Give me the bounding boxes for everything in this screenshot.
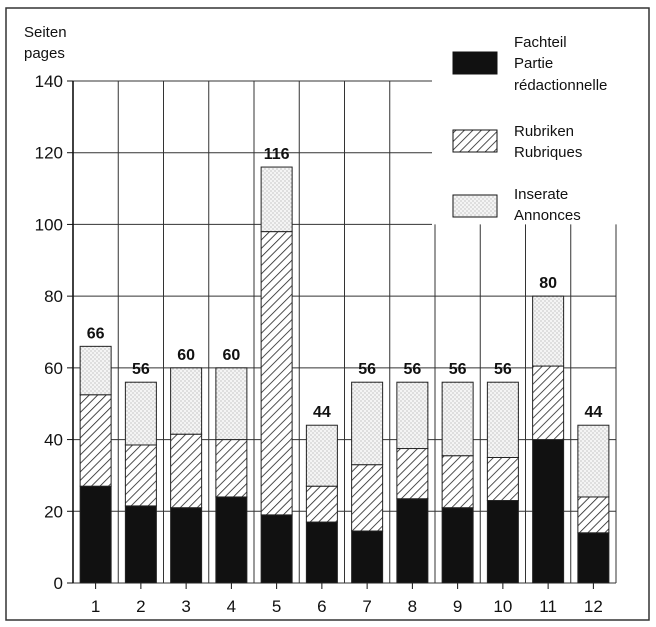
- bar-segment-inserate: [170, 367, 203, 435]
- bar-segment-inserate: [79, 345, 112, 396]
- legend-label-inserate-2: Annonces: [514, 207, 581, 224]
- bar-segment-inserate: [260, 166, 293, 233]
- x-tick-label: 9: [453, 597, 462, 616]
- bar-segment-rubriken: [124, 444, 157, 507]
- y-tick-labels: 0 20 40 60 80 100 120 140: [35, 72, 63, 593]
- bar-segment-fachteil: [351, 530, 384, 584]
- bar-segment-inserate: [124, 381, 157, 446]
- bar-segment-inserate: [305, 424, 338, 487]
- bar-total-label: 60: [177, 347, 195, 364]
- bar-segment-rubriken: [532, 365, 565, 441]
- bar-segment-inserate: [215, 367, 248, 441]
- bar-segment-fachteil: [215, 496, 248, 584]
- legend-label-fachteil-2: Partie: [514, 55, 553, 72]
- x-tick-label: 5: [272, 597, 281, 616]
- bar-segment-fachteil: [170, 507, 203, 584]
- bar-total-label: 116: [264, 146, 290, 163]
- x-tick-label: 4: [227, 597, 236, 616]
- y-tick-label: 100: [35, 215, 63, 234]
- bar-segment-fachteil: [396, 498, 429, 584]
- legend-label-fachteil-1: Fachteil: [514, 34, 567, 51]
- x-tick-labels: 1 2 3 4 5 6 7 8 9 10 11 12: [91, 597, 603, 616]
- x-tick-label: 12: [584, 597, 603, 616]
- bar-segment-rubriken: [351, 464, 384, 532]
- y-axis-label-line2: pages: [24, 45, 65, 62]
- bar-segment-rubriken: [441, 455, 474, 509]
- bar-segment-fachteil: [486, 500, 519, 584]
- bar-segment-rubriken: [486, 457, 519, 502]
- bar-segment-fachteil: [532, 439, 565, 584]
- bar-segment-rubriken: [260, 231, 293, 516]
- bar-segment-fachteil: [441, 507, 474, 584]
- legend: Fachteil Partie rédactionnelle Rubriken …: [452, 34, 607, 224]
- x-tick-label: 8: [408, 597, 417, 616]
- bar-total-label: 56: [403, 361, 421, 378]
- y-tick-label: 60: [44, 359, 63, 378]
- bar-total-label: 80: [539, 275, 557, 292]
- bar-segment-fachteil: [305, 521, 338, 584]
- bar-segment-fachteil: [577, 532, 610, 584]
- bar-segment-fachteil: [79, 485, 112, 584]
- x-tick-label: 6: [317, 597, 326, 616]
- bar-segment-inserate: [577, 424, 610, 498]
- bar-total-label: 60: [222, 347, 240, 364]
- y-tick-label: 40: [44, 431, 63, 450]
- legend-label-rubriken-1: Rubriken: [514, 123, 574, 140]
- bar-total-label: 66: [87, 325, 105, 342]
- x-tick-label: 1: [91, 597, 100, 616]
- bar-segment-rubriken: [305, 485, 338, 523]
- bar-segment-fachteil: [260, 514, 293, 584]
- bar-segment-rubriken: [215, 439, 248, 498]
- legend-swatch-inserate: [452, 194, 498, 218]
- bar-segment-inserate: [441, 381, 474, 457]
- legend-swatch-fachteil: [452, 51, 498, 75]
- bar-total-label: 56: [494, 361, 512, 378]
- x-tick-label: 3: [181, 597, 190, 616]
- x-tick-label: 7: [362, 597, 371, 616]
- x-tick-label: 10: [493, 597, 512, 616]
- legend-swatch-rubriken: [452, 129, 498, 153]
- y-axis-label-line1: Seiten: [24, 24, 67, 41]
- bar-total-label: 44: [313, 404, 331, 421]
- x-tick-label: 2: [136, 597, 145, 616]
- y-tick-label: 140: [35, 72, 63, 91]
- x-tick-label: 11: [539, 597, 557, 616]
- bar-segment-rubriken: [577, 496, 610, 534]
- bars: [79, 166, 610, 584]
- bar-segment-inserate: [351, 381, 384, 466]
- bar-total-label: 44: [584, 404, 602, 421]
- bar-total-label: 56: [358, 361, 376, 378]
- outer-border: [5, 7, 650, 621]
- y-tick-label: 80: [44, 287, 63, 306]
- bar-total-label: 56: [132, 361, 150, 378]
- bar-segment-inserate: [532, 295, 565, 367]
- y-tick-label: 0: [54, 574, 63, 593]
- legend-label-rubriken-2: Rubriques: [514, 144, 582, 161]
- bar-segment-fachteil: [124, 505, 157, 584]
- bar-segment-rubriken: [170, 433, 203, 509]
- bar-total-label: 56: [449, 361, 467, 378]
- bar-segment-rubriken: [79, 394, 112, 487]
- grid: [67, 80, 617, 589]
- legend-label-inserate-1: Inserate: [514, 186, 568, 203]
- legend-label-fachteil-3: rédactionnelle: [514, 77, 607, 94]
- bar-segment-rubriken: [396, 448, 429, 500]
- bar-segment-inserate: [396, 381, 429, 450]
- y-tick-label: 20: [44, 502, 63, 521]
- bar-total-labels: 66 56 60 60 116 44 56 56 56 56 80 44: [87, 146, 603, 421]
- y-tick-label: 120: [35, 144, 63, 163]
- bar-segment-inserate: [486, 381, 519, 459]
